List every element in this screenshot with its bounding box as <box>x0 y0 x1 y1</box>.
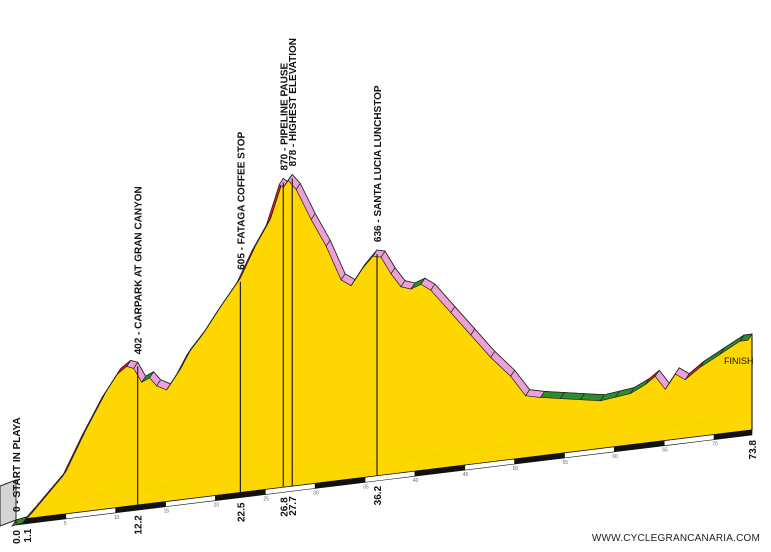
poi-km-label: 0.0 <box>12 530 23 544</box>
axis-tick-label: 15 <box>164 509 170 515</box>
axis-tick-label: 60 <box>612 454 618 460</box>
axis-tick-label: 55 <box>563 460 569 466</box>
poi-km-label: 26.8 <box>279 497 290 517</box>
profile-gradient-segment <box>739 333 753 342</box>
axis-tick-label: 20 <box>213 503 219 509</box>
finish-label: FINISH <box>724 356 754 366</box>
poi-km-label: 73.8 <box>748 440 759 460</box>
poi-km-label: 22.5 <box>236 502 247 522</box>
axis-tick-label: 70 <box>712 442 718 448</box>
poi-label: 636 - SANTA LUCIA LUNCHSTOP <box>373 85 384 242</box>
distance-axis-segment <box>713 429 753 440</box>
poi-km-label: 36.2 <box>373 485 384 505</box>
axis-tick-label: 10 <box>114 515 120 521</box>
axis-tick-label: 50 <box>513 466 519 472</box>
poi-label: 0 - START IN PLAYA <box>12 417 23 512</box>
axis-tick-label: 5 <box>64 521 67 527</box>
poi-km-label: 12.2 <box>134 515 145 535</box>
profile-gradient-layer <box>11 173 753 527</box>
axis-tick-label: 35 <box>363 484 369 490</box>
poi-km-label: 27.7 <box>288 496 299 516</box>
poi-label: 402 - CARPARK AT GRAN CANYON <box>134 186 145 354</box>
axis-tick-label: 30 <box>313 490 319 496</box>
poi-layer: 0.0 0 - START IN PLAYA 1.1 12.2 402 - CARPAR… <box>12 38 759 544</box>
poi-km-label: 1.1 <box>23 528 34 542</box>
poi-label: 605 - FATAGA COFFEE STOP <box>236 131 247 269</box>
axis-tick-label: 65 <box>662 448 668 454</box>
profile-start-wall <box>0 479 17 527</box>
profile-guideline <box>35 420 715 504</box>
poi-label: 870 - PIPELINE PAUSE <box>279 63 290 171</box>
website-credit: WWW.CYCLEGRANCANARIA.COM <box>591 533 760 544</box>
axis-tick-label: 25 <box>263 497 269 503</box>
poi-label: 878 - HIGHEST ELEVATION <box>288 38 299 167</box>
axis-tick-label: 45 <box>463 472 469 478</box>
distance-axis-layer: 5 10 15 20 25 30 35 40 45 50 55 60 65 70 <box>15 429 753 527</box>
axis-tick-label: 40 <box>413 478 419 484</box>
